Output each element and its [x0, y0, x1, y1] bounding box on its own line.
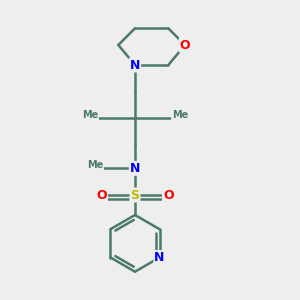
- Text: N: N: [130, 58, 140, 71]
- Text: Me: Me: [172, 110, 188, 120]
- Text: O: O: [163, 188, 174, 202]
- Text: N: N: [130, 162, 140, 175]
- Text: S: S: [130, 188, 140, 202]
- Text: O: O: [180, 38, 190, 52]
- Text: Me: Me: [87, 160, 103, 170]
- Text: N: N: [154, 251, 165, 264]
- Text: Me: Me: [82, 110, 98, 120]
- Text: O: O: [96, 188, 107, 202]
